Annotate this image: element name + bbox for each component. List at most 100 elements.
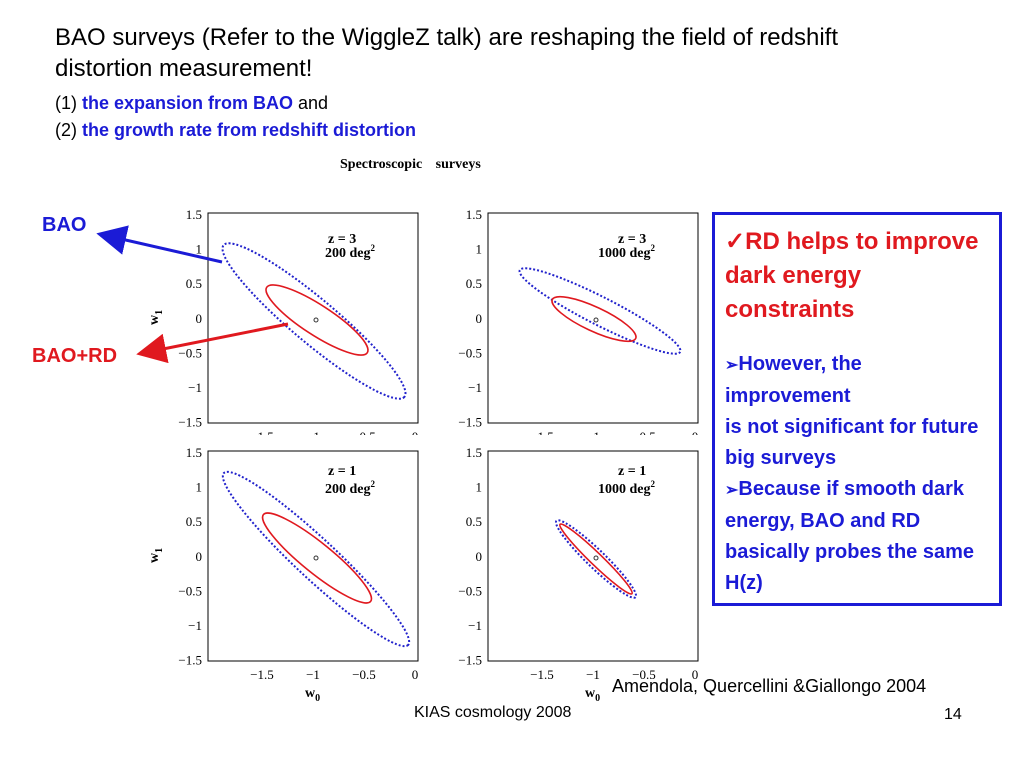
point-2: (2) the growth rate from redshift distor… — [55, 119, 416, 141]
bao-rd-arrow — [136, 322, 289, 364]
y-tick-labels: 1.5 1 0.5 0 −0.5 −1 −1.5 — [178, 445, 202, 668]
y-tick-label: 1.5 — [466, 445, 482, 460]
bao-rd-contour — [551, 295, 637, 343]
y-tick-label: 0.5 — [186, 276, 202, 291]
y-tick-label: −0.5 — [458, 345, 482, 360]
y-tick-label: −1.5 — [178, 415, 202, 430]
bao-rd-contour — [265, 284, 369, 356]
area-label: 200 deg2 — [325, 243, 376, 261]
y-tick-label: −1 — [188, 618, 202, 633]
arrow-bullet-icon: ➢ — [725, 357, 739, 374]
bao-rd-label: BAO+RD — [32, 345, 118, 367]
note-item-2: ➢Because if smooth dark energy, BAO and … — [725, 474, 991, 599]
bao-label: BAO — [42, 214, 87, 236]
point-2-prefix: (2) — [55, 120, 82, 140]
x-tick-label: −0.5 — [632, 667, 656, 682]
plot-panel-z1-200: 1.5 1 0.5 0 −0.5 −1 −1.5 −1.5 −1 −0.5 0 z = 1 200… — [150, 445, 419, 701]
z-label: z = 3 — [328, 232, 356, 247]
y-tick-label: 0.5 — [186, 514, 202, 529]
y-tick-label: −0.5 — [178, 583, 202, 598]
x-tick-label: 0 — [412, 429, 419, 435]
note-item-1-b: is not significant for future big survey… — [725, 416, 979, 469]
figure-title: Spectroscopic surveys — [340, 157, 481, 172]
point-1-emphasis: the expansion from BAO — [82, 93, 294, 113]
x-tick-labels: −1.5 −1 −0.5 0 — [250, 667, 418, 682]
x-axis-label: w0 — [305, 686, 320, 701]
x-tick-label: −0.5 — [352, 667, 376, 682]
note-heading-text: RD helps to improve dark energy constrai… — [725, 228, 979, 323]
plot-panel-z3-1000: 1.5 1 0.5 0 −0.5 −1 −1.5 −1.5 −1 −0.5 0 z = 3 100… — [458, 207, 699, 435]
x-tick-label: 0 — [692, 429, 699, 435]
area-label: 200 deg2 — [325, 479, 376, 497]
note-heading: ✓RD helps to improve dark energy constra… — [725, 225, 991, 327]
point-1-suffix: and — [293, 93, 329, 113]
fiducial-point — [313, 555, 319, 561]
y-tick-label: 1.5 — [186, 207, 202, 222]
page-number: 14 — [944, 706, 962, 723]
bao-rd-contour — [261, 512, 373, 604]
note-item-1: ➢However, the improvement is not signific… — [725, 349, 991, 474]
fiducial-point — [593, 317, 599, 323]
bao-arrow — [96, 225, 223, 264]
z-label: z = 1 — [328, 464, 356, 479]
bao-contour — [221, 470, 411, 648]
x-tick-label: −1 — [586, 667, 600, 682]
y-tick-label: 1 — [476, 242, 483, 257]
x-tick-labels: −1.5 −1 −0.5 0 — [250, 429, 418, 435]
y-tick-label: 0.5 — [466, 276, 482, 291]
y-tick-label: −1 — [468, 618, 482, 633]
x-tick-label: −0.5 — [632, 429, 656, 435]
y-tick-label: −1 — [188, 380, 202, 395]
z-label: z = 1 — [618, 464, 646, 479]
x-tick-label: 0 — [692, 667, 699, 682]
y-tick-label: −1.5 — [458, 415, 482, 430]
note-item-2-text: Because if smooth dark energy, BAO and R… — [725, 478, 975, 594]
arrow-bullet-icon: ➢ — [725, 482, 739, 499]
plot-panel-z3-200: 1.5 1 0.5 0 −0.5 −1 −1.5 −1.5 −1 −0.5 0 z = 3 200… — [150, 207, 419, 435]
x-axis-label: w0 — [585, 686, 600, 701]
bao-rd-contour — [558, 523, 634, 595]
y-tick-label: 1 — [196, 242, 203, 257]
y-tick-label: 1 — [476, 480, 483, 495]
y-axis-label: w1 — [150, 548, 165, 563]
point-1: (1) the expansion from BAO and — [55, 92, 328, 114]
y-axis-label: w1 — [150, 310, 165, 325]
area-label: 1000 deg2 — [598, 479, 656, 497]
area-label: 1000 deg2 — [598, 243, 656, 261]
x-tick-label: −0.5 — [352, 429, 376, 435]
fiducial-point — [593, 555, 599, 561]
y-tick-label: 1.5 — [466, 207, 482, 222]
y-tick-label: 0 — [196, 549, 203, 564]
fiducial-point — [313, 317, 319, 323]
footer-text: KIAS cosmology 2008 — [414, 704, 572, 721]
y-tick-label: −1.5 — [178, 653, 202, 668]
bao-contour — [221, 242, 407, 400]
check-icon: ✓ — [725, 228, 746, 255]
x-tick-label: 0 — [412, 667, 419, 682]
point-2-emphasis: the growth rate from redshift distortion — [82, 120, 417, 140]
plot-panel-z1-1000: 1.5 1 0.5 0 −0.5 −1 −1.5 −1.5 −1 −0.5 0 z = 1 100… — [458, 445, 699, 701]
ellipses-group — [221, 470, 411, 648]
x-tick-labels: −1.5 −1 −0.5 0 — [530, 667, 698, 682]
x-tick-label: −1.5 — [250, 667, 274, 682]
slide-title: BAO surveys (Refer to the WiggleZ talk) … — [55, 24, 839, 82]
y-tick-label: 0 — [196, 311, 203, 326]
citation: Amendola, Quercellini &Giallongo 2004 — [612, 676, 927, 696]
y-tick-label: 0 — [476, 311, 483, 326]
x-tick-label: −1.5 — [530, 667, 554, 682]
ellipses-group — [221, 242, 407, 400]
point-1-prefix: (1) — [55, 93, 82, 113]
y-tick-label: 0.5 — [466, 514, 482, 529]
y-tick-labels: 1.5 1 0.5 0 −0.5 −1 −1.5 — [458, 445, 482, 668]
x-tick-label: −1 — [586, 429, 600, 435]
y-tick-labels: 1.5 1 0.5 0 −0.5 −1 −1.5 — [458, 207, 482, 430]
x-tick-label: −1.5 — [250, 429, 274, 435]
x-tick-label: −1 — [306, 667, 320, 682]
ellipses-group — [554, 519, 638, 599]
y-tick-label: 1 — [196, 480, 203, 495]
x-tick-labels: −1.5 −1 −0.5 0 — [530, 429, 698, 435]
y-tick-label: −1 — [468, 380, 482, 395]
y-tick-label: −0.5 — [458, 583, 482, 598]
note-box: ✓RD helps to improve dark energy constra… — [712, 212, 1002, 606]
